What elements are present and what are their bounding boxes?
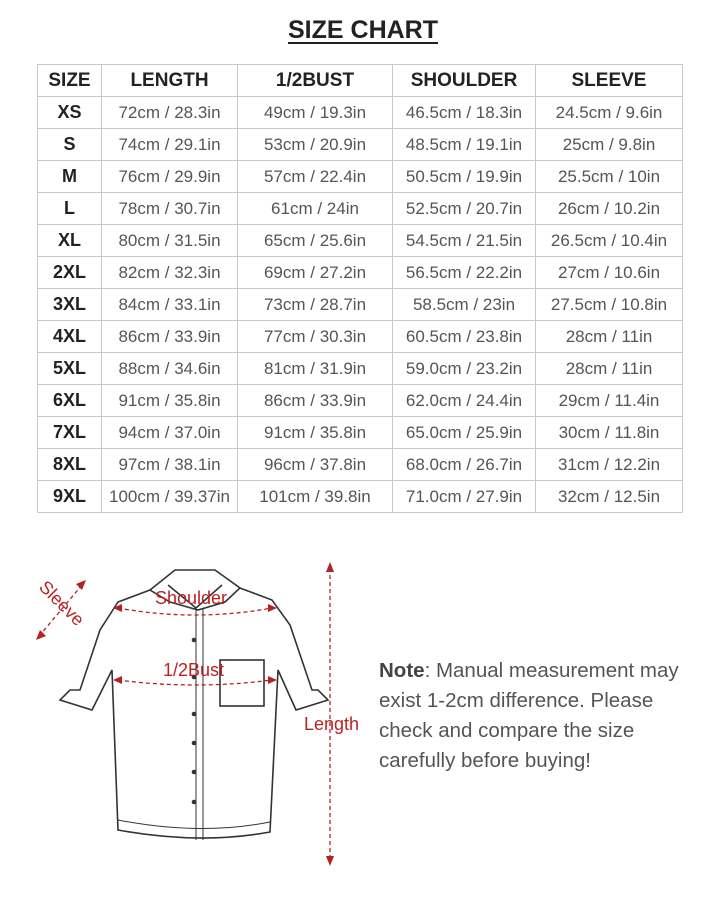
measure-cell: 91cm / 35.8in — [237, 416, 393, 449]
length-label: Length — [304, 714, 359, 734]
measure-cell: 49cm / 19.3in — [237, 96, 393, 129]
measure-cell: 24.5cm / 9.6in — [535, 96, 683, 129]
measure-cell: 50.5cm / 19.9in — [392, 160, 536, 193]
measure-cell: 48.5cm / 19.1in — [392, 128, 536, 161]
note-text: Note: Manual measurement may exist 1-2cm… — [379, 656, 709, 776]
measure-cell: 94cm / 37.0in — [101, 416, 238, 449]
header-length: LENGTH — [101, 64, 238, 97]
measure-cell: 86cm / 33.9in — [101, 320, 238, 353]
measure-cell: 46.5cm / 18.3in — [392, 96, 536, 129]
table-header-row: SIZE LENGTH 1/2BUST SHOULDER SLEEVE — [37, 64, 683, 97]
measure-cell: 76cm / 29.9in — [101, 160, 238, 193]
header-sleeve: SLEEVE — [535, 64, 683, 97]
measure-cell: 88cm / 34.6in — [101, 352, 238, 385]
measure-cell: 61cm / 24in — [237, 192, 393, 225]
button-icons — [191, 637, 197, 805]
measure-cell: 52.5cm / 20.7in — [392, 192, 536, 225]
measure-cell: 27.5cm / 10.8in — [535, 288, 683, 321]
measure-cell: 30cm / 11.8in — [535, 416, 683, 449]
measure-cell: 60.5cm / 23.8in — [392, 320, 536, 353]
measure-cell: 77cm / 30.3in — [237, 320, 393, 353]
measure-cell: 25cm / 9.8in — [535, 128, 683, 161]
table-row: 8XL 97cm / 38.1in 96cm / 37.8in 68.0cm / 26… — [37, 448, 683, 481]
table-row: 7XL 94cm / 37.0in 91cm / 35.8in 65.0cm / 25… — [37, 416, 683, 449]
measure-cell: 59.0cm / 23.2in — [392, 352, 536, 385]
size-cell: 4XL — [37, 320, 102, 353]
size-cell: M — [37, 160, 102, 193]
size-table: SIZE LENGTH 1/2BUST SHOULDER SLEEVE XS 72… — [37, 64, 683, 513]
bust-label: 1/2Bust — [163, 660, 224, 680]
measure-cell: 28cm / 11in — [535, 352, 683, 385]
size-cell: 2XL — [37, 256, 102, 289]
table-row: L 78cm / 30.7in 61cm / 24in 52.5cm / 20.7in… — [37, 192, 683, 225]
measure-cell: 78cm / 30.7in — [101, 192, 238, 225]
measure-cell: 28cm / 11in — [535, 320, 683, 353]
measure-cell: 80cm / 31.5in — [101, 224, 238, 257]
table-row: 4XL 86cm / 33.9in 77cm / 30.3in 60.5cm / 23… — [37, 320, 683, 353]
header-size: SIZE — [37, 64, 102, 97]
measure-cell: 65cm / 25.6in — [237, 224, 393, 257]
size-cell: 8XL — [37, 448, 102, 481]
table-row: 9XL 100cm / 39.37in 101cm / 39.8in 71.0cm /… — [37, 480, 683, 513]
size-cell: 7XL — [37, 416, 102, 449]
measure-cell: 68.0cm / 26.7in — [392, 448, 536, 481]
measure-cell: 25.5cm / 10in — [535, 160, 683, 193]
measure-cell: 97cm / 38.1in — [101, 448, 238, 481]
note-body: : Manual measurement may exist 1-2cm dif… — [379, 659, 679, 772]
measure-cell: 100cm / 39.37in — [101, 480, 238, 513]
measure-cell: 72cm / 28.3in — [101, 96, 238, 129]
measure-cell: 54.5cm / 21.5in — [392, 224, 536, 257]
shirt-diagram: Shoulder 1/2Bust Length Sleeve — [35, 562, 359, 866]
measure-cell: 73cm / 28.7in — [237, 288, 393, 321]
measure-cell: 56.5cm / 22.2in — [392, 256, 536, 289]
measure-cell: 27cm / 10.6in — [535, 256, 683, 289]
size-cell: L — [37, 192, 102, 225]
shoulder-label: Shoulder — [155, 588, 227, 608]
measure-cell: 74cm / 29.1in — [101, 128, 238, 161]
size-cell: 5XL — [37, 352, 102, 385]
table-row: 6XL 91cm / 35.8in 86cm / 33.9in 62.0cm / 24… — [37, 384, 683, 417]
measure-cell: 62.0cm / 24.4in — [392, 384, 536, 417]
measure-cell: 69cm / 27.2in — [237, 256, 393, 289]
table-row: 3XL 84cm / 33.1in 73cm / 28.7in 58.5cm / 23… — [37, 288, 683, 321]
measure-cell: 31cm / 12.2in — [535, 448, 683, 481]
table-row: S 74cm / 29.1in 53cm / 20.9in 48.5cm / 19.1… — [37, 128, 683, 161]
measure-cell: 86cm / 33.9in — [237, 384, 393, 417]
page-title: SIZE CHART — [0, 16, 720, 45]
table-row: XS 72cm / 28.3in 49cm / 19.3in 46.5cm / 18.… — [37, 96, 683, 129]
title-text: SIZE CHART — [288, 16, 438, 44]
table-row: XL 80cm / 31.5in 65cm / 25.6in 54.5cm / 21.… — [37, 224, 683, 257]
measure-cell: 81cm / 31.9in — [237, 352, 393, 385]
size-cell: 9XL — [37, 480, 102, 513]
measure-cell: 58.5cm / 23in — [392, 288, 536, 321]
measure-cell: 96cm / 37.8in — [237, 448, 393, 481]
table-row: 2XL 82cm / 32.3in 69cm / 27.2in 56.5cm / 22… — [37, 256, 683, 289]
measure-cell: 29cm / 11.4in — [535, 384, 683, 417]
measure-cell: 53cm / 20.9in — [237, 128, 393, 161]
measure-cell: 101cm / 39.8in — [237, 480, 393, 513]
measure-cell: 91cm / 35.8in — [101, 384, 238, 417]
size-cell: 6XL — [37, 384, 102, 417]
table-row: M 76cm / 29.9in 57cm / 22.4in 50.5cm / 19.9… — [37, 160, 683, 193]
measure-cell: 71.0cm / 27.9in — [392, 480, 536, 513]
measure-cell: 26cm / 10.2in — [535, 192, 683, 225]
arrow-heads — [36, 562, 334, 866]
shirt-icon — [58, 569, 330, 840]
size-cell: 3XL — [37, 288, 102, 321]
size-cell: S — [37, 128, 102, 161]
measure-cell: 26.5cm / 10.4in — [535, 224, 683, 257]
measure-lines — [39, 568, 331, 860]
measure-cell: 84cm / 33.1in — [101, 288, 238, 321]
measure-cell: 57cm / 22.4in — [237, 160, 393, 193]
note-label: Note — [379, 659, 425, 682]
size-cell: XL — [37, 224, 102, 257]
header-shoulder: SHOULDER — [392, 64, 536, 97]
measure-cell: 65.0cm / 25.9in — [392, 416, 536, 449]
header-bust: 1/2BUST — [237, 64, 393, 97]
measure-cell: 82cm / 32.3in — [101, 256, 238, 289]
measure-cell: 32cm / 12.5in — [535, 480, 683, 513]
size-cell: XS — [37, 96, 102, 129]
table-row: 5XL 88cm / 34.6in 81cm / 31.9in 59.0cm / 23… — [37, 352, 683, 385]
